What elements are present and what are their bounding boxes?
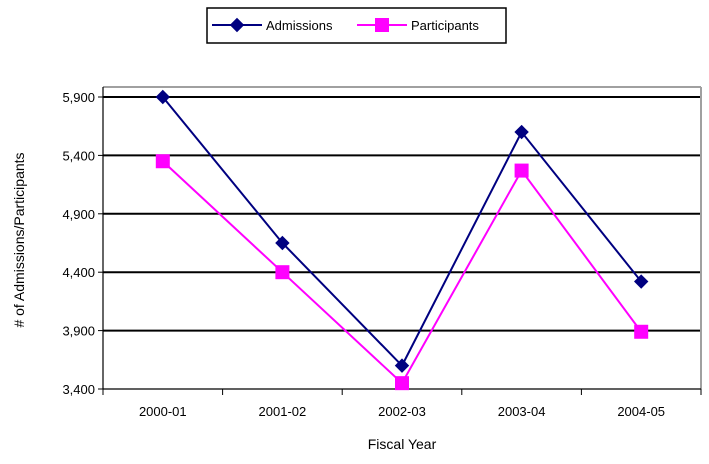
x-tick-label: 2004-05 (617, 404, 665, 419)
series-line-admissions (162, 96, 642, 368)
x-tick-label: 2001-02 (259, 404, 307, 419)
data-point-participants (634, 324, 649, 339)
legend-label-participants: Participants (411, 18, 479, 33)
y-tick-label: 3,400 (62, 382, 95, 397)
x-axis-label: Fiscal Year (368, 436, 437, 452)
legend-marker-participants (375, 18, 389, 32)
gridlines (103, 96, 701, 332)
legend: Admissions Participants (206, 7, 507, 44)
data-point-participants (155, 154, 170, 169)
y-tick-label: 3,900 (62, 324, 95, 339)
y-tick-label: 5,400 (62, 148, 95, 163)
data-point-participants (395, 376, 409, 391)
series-participants (155, 154, 649, 391)
series-group (155, 89, 649, 391)
x-tick-label: 2002-03 (378, 404, 426, 419)
data-point-admissions (155, 89, 171, 105)
x-tick-label: 2003-04 (498, 404, 546, 419)
y-axis-label: # of Admissions/Participants (11, 152, 27, 327)
legend-marker-admissions (229, 17, 245, 33)
y-tick-label: 5,900 (62, 90, 95, 105)
axes (98, 86, 702, 395)
data-point-admissions (514, 124, 529, 140)
tick-labels: 3,400 3,900 4,400 4,900 5,400 5,900 2000-01 200… (62, 90, 665, 419)
legend-label-admissions: Admissions (266, 18, 333, 33)
series-admissions (155, 89, 649, 373)
y-tick-label: 4,900 (62, 207, 95, 222)
data-point-participants (275, 265, 290, 280)
data-point-admissions (394, 358, 410, 373)
data-point-admissions (633, 274, 649, 289)
data-point-admissions (275, 235, 290, 251)
data-point-participants (514, 163, 529, 178)
x-tick-label: 2000-01 (139, 404, 187, 419)
legend-items: Admissions Participants (212, 17, 479, 33)
y-tick-label: 4,400 (62, 265, 95, 280)
